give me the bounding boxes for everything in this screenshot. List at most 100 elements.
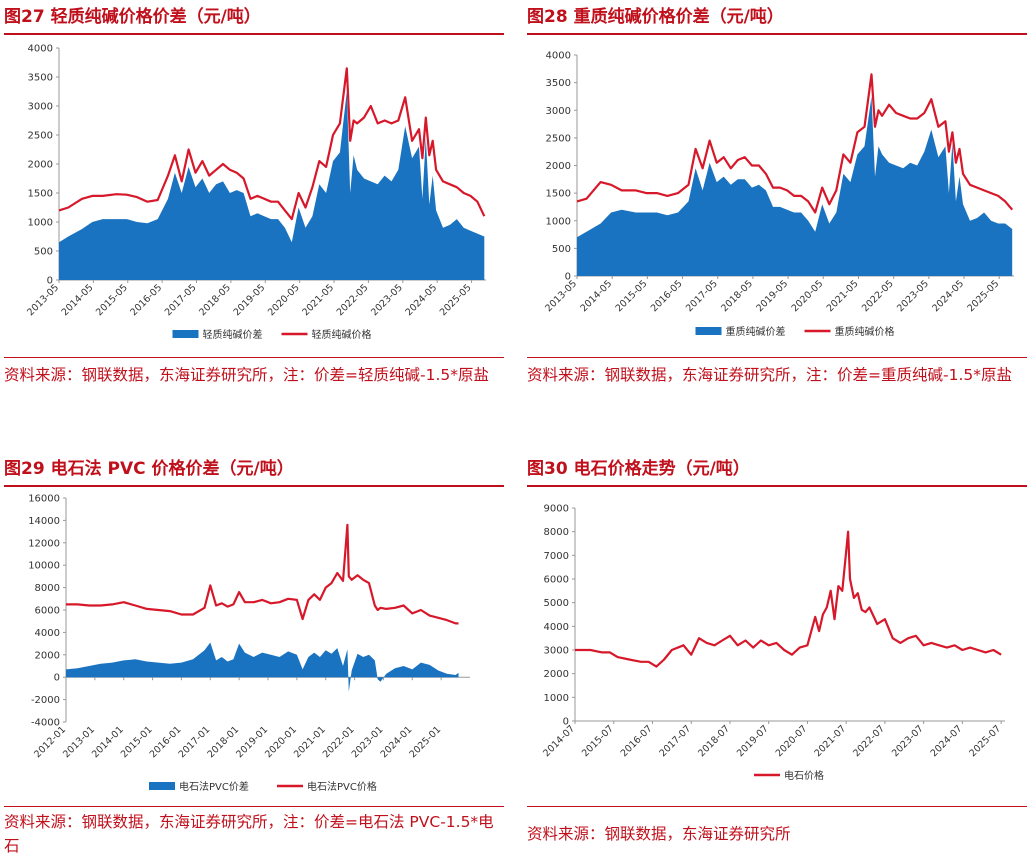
- x-tick-label: 2022-05: [335, 282, 371, 318]
- price-line: [576, 73, 1014, 214]
- x-tick-label: 2024-05: [930, 278, 966, 314]
- x-tick-label: 2023-07: [890, 723, 926, 759]
- y-tick-label: 1000: [546, 216, 571, 227]
- x-tick-label: 2019-05: [754, 278, 790, 314]
- source-note: 资料来源：钢联数据，东海证券研究所，注：价差=轻质纯碱-1.5*原盐: [4, 366, 489, 384]
- x-tick-label: 2022-07: [851, 723, 887, 759]
- y-tick-label: 5000: [544, 598, 569, 609]
- x-tick-label: 2019-07: [735, 723, 771, 759]
- x-tick-label: 2020-05: [266, 282, 302, 318]
- legend-label: 重质纯碱价差: [726, 325, 786, 338]
- title-rule: [527, 33, 1027, 35]
- x-tick-label: 2019-05: [232, 282, 268, 318]
- legend-swatch: [695, 327, 722, 335]
- spread-area: [66, 642, 459, 692]
- x-tick-label: 2016-05: [128, 282, 164, 318]
- x-tick-label: 2014-05: [60, 282, 96, 318]
- y-tick-label: 2000: [544, 669, 569, 680]
- x-tick-label: 2024-05: [403, 282, 439, 318]
- legend-item: 重质纯碱价差: [695, 325, 786, 338]
- y-tick-label: 9000: [544, 504, 569, 515]
- y-tick-label: 4000: [546, 51, 571, 62]
- x-tick-label: 2022-05: [860, 278, 896, 314]
- panel-fig30: 图30 电石价格走势（元/吨） 0 1000 2000 3000 4000 5000 600…: [527, 452, 1027, 861]
- y-tick-label: 3000: [28, 102, 53, 113]
- y-tick-label: 2500: [546, 133, 571, 144]
- price-line: [575, 530, 1002, 668]
- y-tick-label: 16000: [28, 494, 60, 505]
- y-tick-label: 2000: [28, 160, 53, 171]
- x-tick-label: 2017-05: [163, 282, 199, 318]
- x-tick-label: 2021-05: [300, 282, 336, 318]
- y-tick-label: 8000: [544, 527, 569, 538]
- x-tick-label: 2025-05: [965, 278, 1001, 314]
- x-tick-label: 2021-07: [812, 723, 848, 759]
- panel-fig29: 图29 电石法 PVC 价格价差（元/吨） -4000 -2000 0 2000 400…: [4, 452, 504, 861]
- soda-light-chart: 050010001500200025003000350040002013-052…: [25, 44, 486, 341]
- y-tick-label: 0: [565, 272, 571, 283]
- spread-area: [59, 91, 485, 280]
- source-rule: [527, 806, 1027, 807]
- price-line: [58, 67, 486, 221]
- legend-item: 轻质纯碱价格: [281, 328, 372, 341]
- panel-fig27: 图27 轻质纯碱价格价差（元/吨） 0 500 1000 1500 2000 2500 30…: [4, 0, 504, 420]
- x-tick-label: 2025-07: [967, 723, 1003, 759]
- y-tick-label: 0: [563, 717, 569, 728]
- legend-label: 重质纯碱价格: [835, 325, 895, 338]
- figure-title: 图30 电石价格走势（元/吨）: [527, 459, 750, 479]
- source-rule: [4, 806, 504, 807]
- x-tick-label: 2016-07: [619, 723, 655, 759]
- x-tick-label: 2013-05: [543, 278, 579, 314]
- y-tick-label: 6000: [544, 575, 569, 586]
- y-tick-label: 4000: [28, 44, 53, 55]
- legend-item: 电石法PVC价差: [149, 780, 249, 793]
- y-tick-label: 2000: [35, 650, 60, 661]
- x-tick-label: 2017-07: [657, 723, 693, 759]
- legend-label: 轻质纯碱价差: [203, 328, 263, 341]
- source-rule: [4, 357, 504, 358]
- legend-label: 电石法PVC价格: [307, 780, 377, 793]
- x-tick-label: 2020-05: [790, 278, 826, 314]
- panel-fig28: 图28 重质纯碱价格价差（元/吨） 0 500 1000 1500 2000 2500 30…: [527, 0, 1027, 420]
- y-tick-label: 3500: [546, 78, 571, 89]
- y-tick-label: 10000: [28, 561, 60, 572]
- y-tick-label: 12000: [28, 538, 60, 549]
- y-tick-label: 2000: [546, 161, 571, 172]
- x-tick-label: 2023-05: [369, 282, 405, 318]
- legend-item: 电石价格: [754, 769, 824, 782]
- legend-swatch: [172, 330, 199, 338]
- x-tick-label: 2018-05: [719, 278, 755, 314]
- x-tick-label: 2017-05: [684, 278, 720, 314]
- title-rule: [4, 485, 504, 487]
- figure-title: 图28 重质纯碱价格价差（元/吨）: [527, 7, 784, 27]
- y-tick-label: 1000: [28, 218, 53, 229]
- legend-label: 电石法PVC价差: [179, 780, 249, 793]
- y-tick-label: 1000: [544, 693, 569, 704]
- title-rule: [527, 485, 1027, 487]
- y-tick-label: 0: [47, 276, 53, 287]
- y-tick-label: 8000: [35, 583, 60, 594]
- figure-title: 图29 电石法 PVC 价格价差（元/吨）: [4, 459, 294, 479]
- y-tick-label: 3000: [546, 106, 571, 117]
- legend-item: 轻质纯碱价差: [172, 328, 263, 341]
- x-tick-label: 2015-05: [614, 278, 650, 314]
- y-tick-label: 1500: [28, 189, 53, 200]
- x-tick-label: 2021-05: [825, 278, 861, 314]
- source-rule: [527, 357, 1027, 358]
- pvc-chart: -4000 -2000 0 2000 4000 6000 8000 10000 12000 140…: [28, 494, 470, 793]
- y-tick-label: 3000: [544, 646, 569, 657]
- source-note: 资料来源：钢联数据，东海证券研究所，注：价差=电石法 PVC-1.5*电石: [4, 813, 494, 855]
- x-tick-label: 2013-05: [25, 282, 61, 318]
- y-tick-label: 14000: [28, 516, 60, 527]
- x-tick-label: 2016-05: [649, 278, 685, 314]
- x-tick-label: 2024-07: [929, 723, 965, 759]
- title-rule: [4, 33, 504, 35]
- source-note: 资料来源：钢联数据，东海证券研究所，注：价差=重质纯碱-1.5*原盐: [527, 366, 1012, 384]
- x-tick-label: 2020-07: [774, 723, 810, 759]
- y-tick-label: -2000: [31, 695, 60, 706]
- source-note: 资料来源：钢联数据，东海证券研究所: [527, 825, 791, 843]
- figure-title: 图27 轻质纯碱价格价差（元/吨）: [4, 7, 261, 27]
- y-tick-label: 0: [54, 673, 60, 684]
- y-tick-label: 500: [552, 244, 571, 255]
